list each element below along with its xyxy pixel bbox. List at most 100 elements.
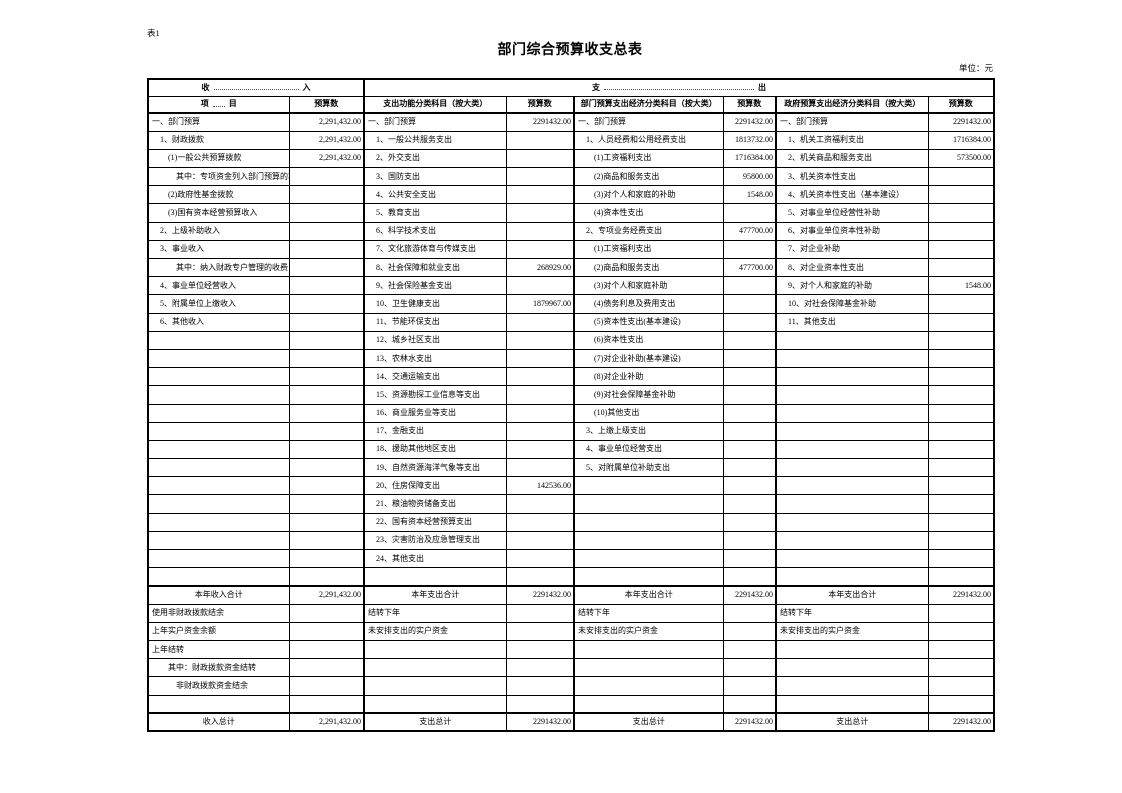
- table-row: 上年实户资金余额 未安排支出的实户资金 未安排支出的实户资金 未安排支出的实户资金: [147, 621, 995, 641]
- budget-value-cell: [505, 676, 575, 696]
- item-label-cell: [573, 494, 724, 514]
- table-row: (3)国有资本经营预算收入 5、教育支出 (4)资本性支出 5、对事业单位经营性补助: [147, 203, 995, 223]
- budget-value-cell: 2291432.00: [722, 112, 777, 132]
- item-label-cell: [147, 367, 290, 387]
- table-row: 18、援助其他地区支出 4、事业单位经营支出: [147, 439, 995, 460]
- budget-value-cell: [505, 603, 575, 623]
- budget-value-cell: [722, 512, 777, 532]
- item-label-cell: 12、城乡社区支出: [363, 330, 507, 350]
- item-label-cell: [775, 530, 929, 551]
- budget-value-cell: 477700.00: [722, 221, 777, 241]
- item-label-cell: 非财政拨款资金结余: [147, 676, 290, 696]
- item-label-cell: [147, 694, 290, 714]
- budget-value-cell: [505, 403, 575, 423]
- item-label-cell: 上年结转: [147, 639, 290, 660]
- page-title: 部门综合预算收支总表: [497, 43, 643, 58]
- budget-value-cell: 2,291,432.00: [288, 584, 365, 605]
- item-label-cell: 一、部门预算: [363, 112, 507, 132]
- item-label-cell: (2)政府性基金拨款: [147, 185, 290, 205]
- budget-value-cell: [927, 567, 995, 587]
- group-header-row: 收 入 支 出: [147, 78, 995, 97]
- table-row: 非财政拨款资金结余: [147, 676, 995, 696]
- item-label-cell: 24、其他支出: [363, 548, 507, 569]
- item-label-cell: [573, 530, 724, 551]
- budget-value-cell: [505, 694, 575, 714]
- budget-value-cell: [288, 567, 365, 587]
- item-label-cell: [363, 658, 507, 678]
- item-label-cell: [147, 476, 290, 496]
- budget-value-cell: [288, 367, 365, 387]
- budget-value-cell: [288, 476, 365, 496]
- item-label-cell: 本年支出合计: [775, 584, 929, 605]
- item-label-cell: 20、住房保障支出: [363, 476, 507, 496]
- budget-value-cell: [288, 203, 365, 223]
- table-row: 其中：纳入财政专户管理的收费 8、社会保障和就业支出 268929.00 (2)商品和…: [147, 257, 995, 278]
- budget-value-cell: [722, 603, 777, 623]
- budget-value-cell: [927, 421, 995, 441]
- budget-value-cell: [505, 221, 575, 241]
- item-label-cell: 2、外交支出: [363, 148, 507, 169]
- item-label-cell: [573, 548, 724, 569]
- item-label-cell: 14、交通运输支出: [363, 367, 507, 387]
- budget-value-cell: [288, 530, 365, 551]
- item-label-cell: [147, 439, 290, 460]
- item-label-cell: [363, 639, 507, 660]
- budget-value-cell: [288, 458, 365, 478]
- table-row: (2)政府性基金拨款 4、公共安全支出 (3)对个人和家庭的补助 1548.00 4、机…: [147, 185, 995, 205]
- item-label-cell: [775, 385, 929, 405]
- item-label-cell: 13、农林水支出: [363, 348, 507, 369]
- item-header-left: 项: [200, 99, 209, 109]
- budget-value-cell: [505, 130, 575, 150]
- item-label-cell: [363, 694, 507, 714]
- table-row: 5、附属单位上缴收入 10、卫生健康支出 1879967.00 (4)债务利息及费用支…: [147, 294, 995, 314]
- table-row: 20、住房保障支出 142536.00: [147, 476, 995, 496]
- budget-value-cell: [927, 603, 995, 623]
- column-header-row: 项 目 预算数 支出功能分类科目（按大类） 预算数 部门预算支出经济分类科目（按…: [147, 95, 995, 114]
- budget-value-cell: 2291432.00: [505, 112, 575, 132]
- item-label-cell: (2)商品和服务支出: [573, 257, 724, 278]
- budget-value-cell: [927, 239, 995, 260]
- item-label-cell: [147, 403, 290, 423]
- item-label-cell: (7)对企业补助(基本建设): [573, 348, 724, 369]
- item-label-cell: 9、社会保险基金支出: [363, 276, 507, 296]
- item-label-cell: 5、教育支出: [363, 203, 507, 223]
- budget-value-cell: [505, 367, 575, 387]
- budget-value-cell: [288, 494, 365, 514]
- budget-value-cell: 2,291,432.00: [288, 712, 365, 732]
- dot-leader: [604, 82, 754, 91]
- item-label-cell: [147, 494, 290, 514]
- budget-value-cell: [722, 367, 777, 387]
- budget-value-cell: [927, 385, 995, 405]
- item-label-cell: 23、灾害防治及应急管理支出: [363, 530, 507, 551]
- item-label-cell: (4)债务利息及费用支出: [573, 294, 724, 314]
- item-label-cell: 1、人员经费和公用经费支出: [573, 130, 724, 150]
- table-row: 23、灾害防治及应急管理支出: [147, 530, 995, 551]
- budget-value-cell: [722, 621, 777, 641]
- item-label-cell: 一、部门预算: [573, 112, 724, 132]
- table-row: 22、国有资本经营预算支出: [147, 512, 995, 532]
- budget-value-cell: [927, 621, 995, 641]
- budget-value-cell: [927, 330, 995, 350]
- budget-summary-table: 收 入 支 出 项 目 预算数: [147, 78, 995, 733]
- budget-value-cell: [927, 530, 995, 551]
- budget-value-cell: [927, 548, 995, 569]
- item-label-cell: [147, 458, 290, 478]
- item-label-cell: 5、附属单位上缴收入: [147, 294, 290, 314]
- expense-group-header: 支 出: [363, 78, 995, 97]
- table-row: 其中：专项资金列入部门预算的项目 3、国防支出 (2)商品和服务支出95800.00…: [147, 167, 995, 187]
- item-label-cell: 结转下年: [573, 603, 724, 623]
- item-label-cell: 18、援助其他地区支出: [363, 439, 507, 460]
- budget-value-cell: [722, 439, 777, 460]
- item-label-cell: 16、商业服务业等支出: [363, 403, 507, 423]
- budget-value-cell: [505, 439, 575, 460]
- col-header-budget: 预算数: [505, 95, 575, 114]
- item-label-cell: 2、专项业务经费支出: [573, 221, 724, 241]
- budget-value-cell: [722, 203, 777, 223]
- budget-value-cell: [927, 403, 995, 423]
- table-row: 3、事业收入 7、文化旅游体育与传媒支出 (1)工资福利支出 7、对企业补助: [147, 239, 995, 260]
- budget-value-cell: 268929.00: [505, 257, 575, 278]
- item-label-cell: [775, 494, 929, 514]
- budget-value-cell: 2291432.00: [927, 112, 995, 132]
- item-label-cell: [147, 348, 290, 369]
- budget-value-cell: [288, 185, 365, 205]
